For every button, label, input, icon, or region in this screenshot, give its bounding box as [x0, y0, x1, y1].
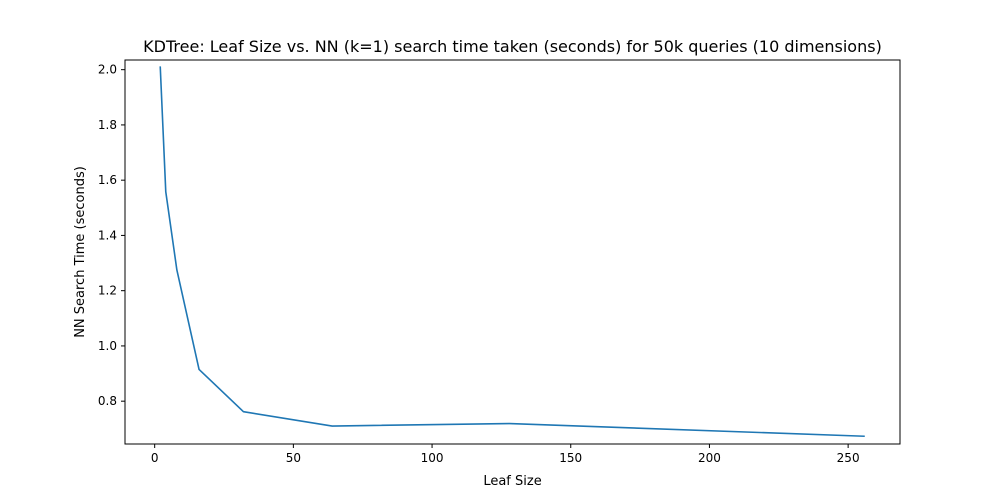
x-tick-label: 100 — [421, 451, 444, 465]
x-tick-label: 200 — [698, 451, 721, 465]
plot-frame — [124, 59, 901, 445]
y-tick-label: 2.0 — [98, 63, 117, 77]
chart-title: KDTree: Leaf Size vs. NN (k=1) search ti… — [143, 37, 882, 56]
series-line — [159, 66, 865, 438]
y-tick-label: 0.8 — [98, 394, 117, 408]
x-axis: 0 50 100 150 200 250 — [151, 444, 860, 465]
y-axis-label: NN Search Time (seconds) — [73, 166, 88, 338]
y-axis: 0.8 1.0 1.2 1.4 1.6 1.8 2.0 — [98, 63, 125, 408]
x-tick-label: 150 — [559, 451, 582, 465]
x-tick-label: 250 — [837, 451, 860, 465]
y-tick-label: 1.2 — [98, 284, 117, 298]
y-tick-label: 1.0 — [98, 339, 117, 353]
x-tick-label: 50 — [286, 451, 301, 465]
y-tick-label: 1.4 — [98, 228, 117, 242]
x-tick-label: 0 — [151, 451, 159, 465]
y-tick-label: 1.8 — [98, 118, 117, 132]
y-tick-label: 1.6 — [98, 173, 117, 187]
x-axis-label: Leaf Size — [483, 474, 541, 489]
plot-area — [159, 66, 865, 438]
